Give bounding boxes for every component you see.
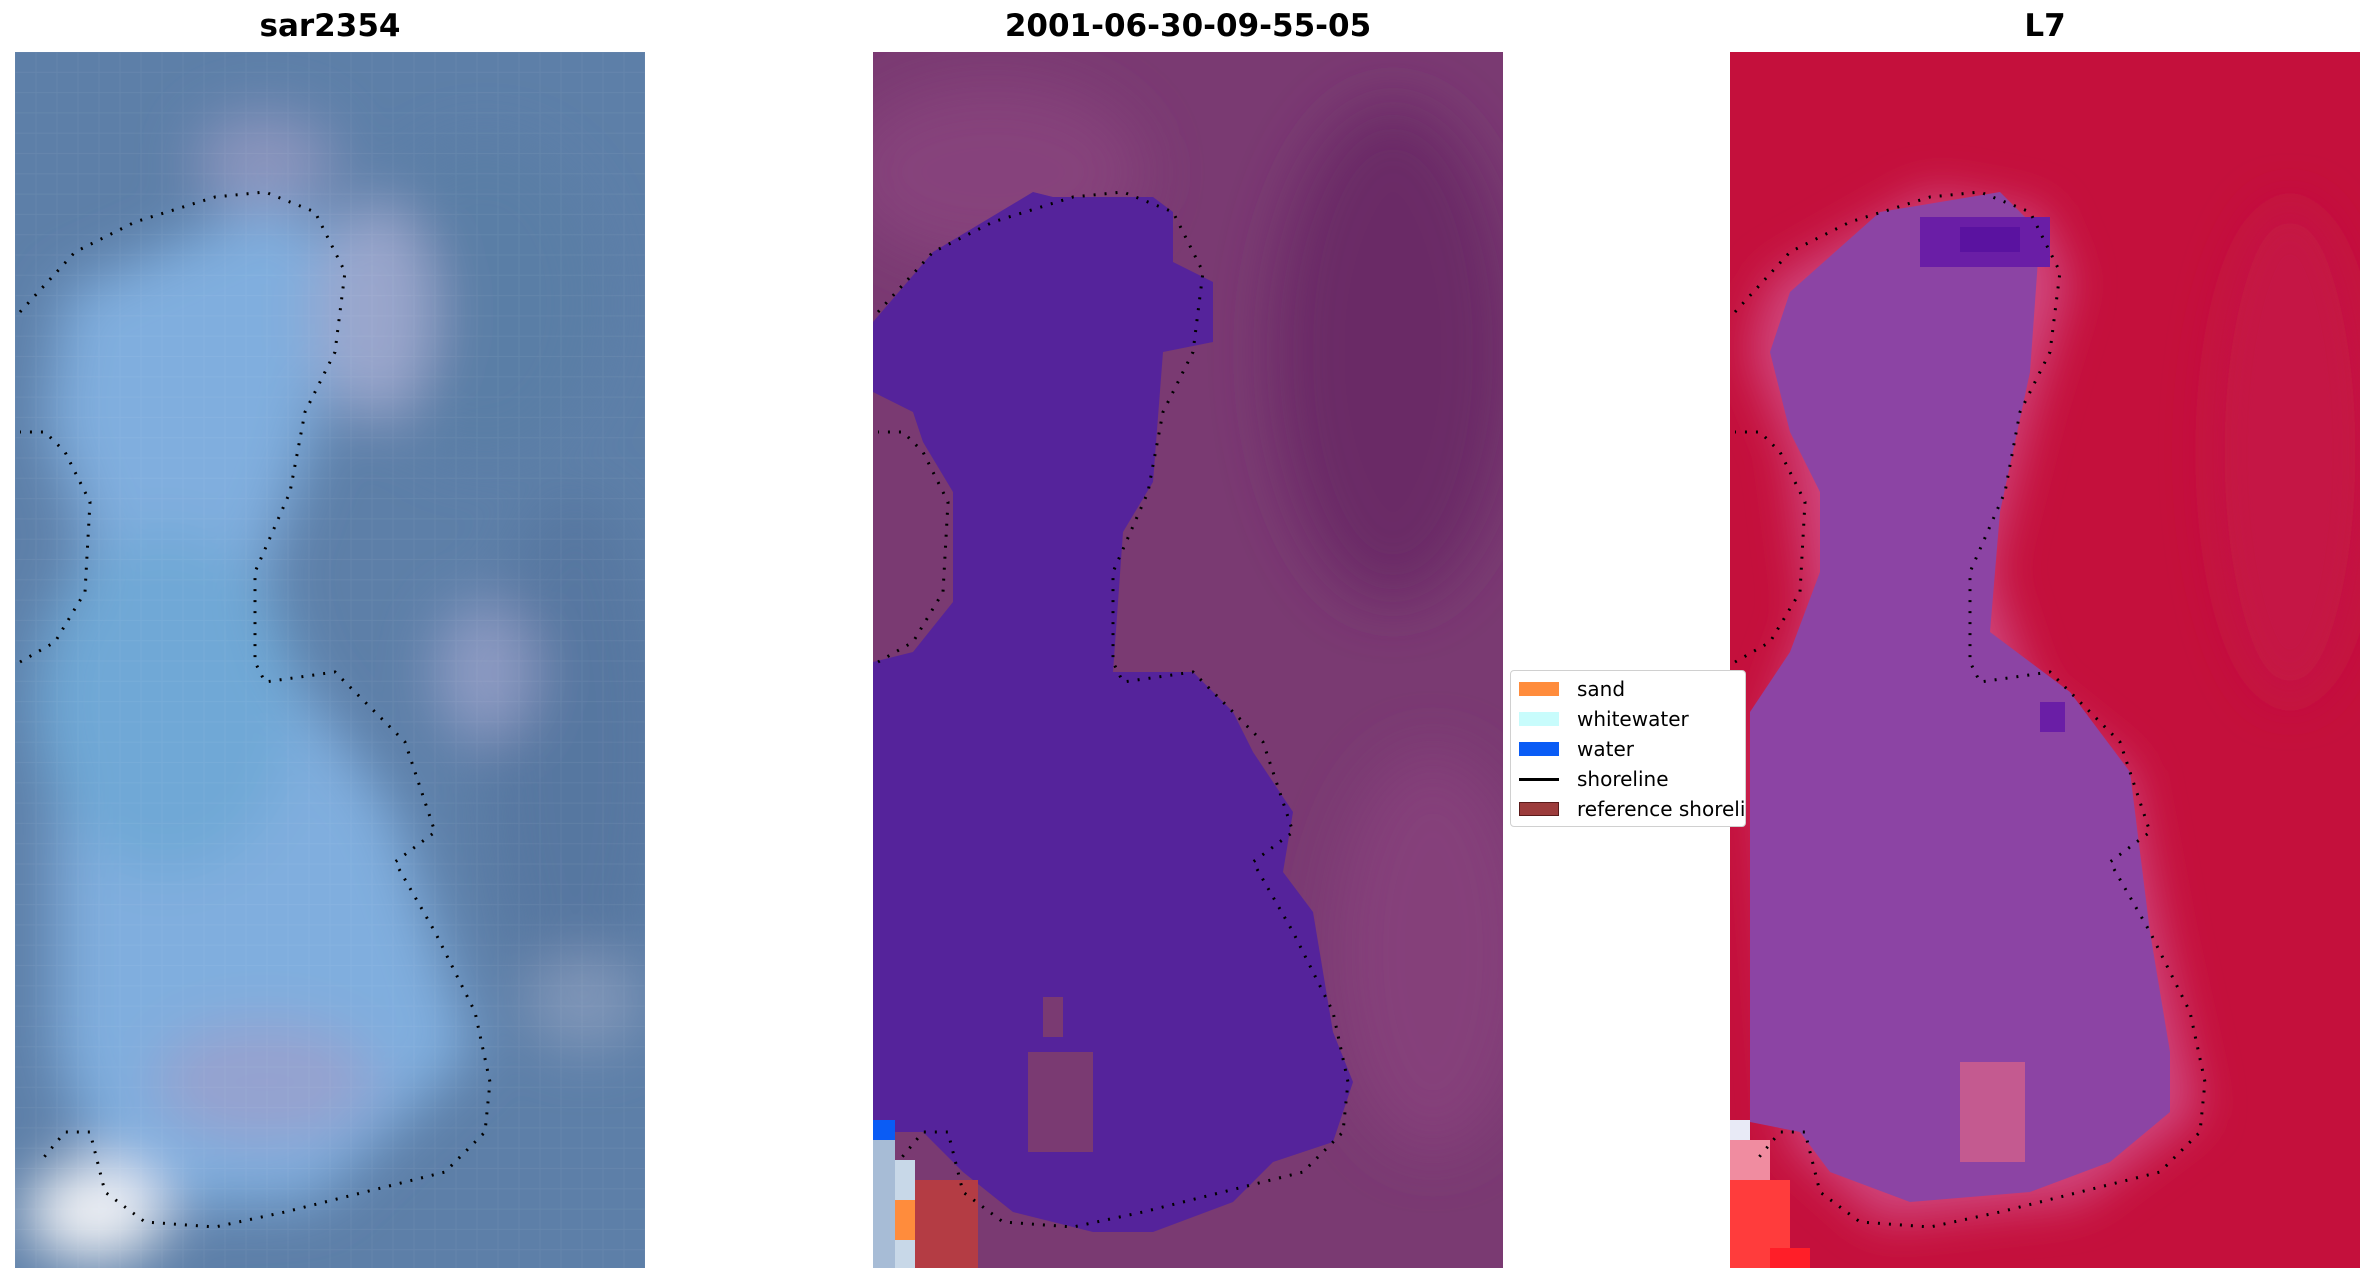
land-patch-ndwi xyxy=(1960,1062,2025,1162)
land-patch xyxy=(1028,1052,1093,1152)
panel-title-ndwi: L7 xyxy=(2024,8,2066,44)
legend-item-shoreline: shoreline xyxy=(1519,767,1669,791)
legend-label: shoreline xyxy=(1577,767,1669,791)
legend-label: whitewater xyxy=(1577,707,1689,731)
panel-title-rgb: sar2354 xyxy=(259,8,401,44)
ndwi-panel xyxy=(1730,52,2360,1268)
legend-item-whitewater: whitewater xyxy=(1519,707,1689,731)
water-pixel xyxy=(873,1120,895,1140)
land-patch-small xyxy=(1043,997,1063,1037)
shoreline-line-swatch xyxy=(1519,777,1559,781)
reference-shoreline-swatch xyxy=(1519,802,1559,816)
legend-item-reference-shoreline: reference shoreline xyxy=(1519,797,1746,821)
shoreline-rgb xyxy=(18,190,492,1229)
legend-item-water: water xyxy=(1519,737,1634,761)
legend-label: reference shoreline xyxy=(1577,797,1746,821)
rgb-image-panel xyxy=(15,52,645,1268)
classification-panel xyxy=(873,52,1503,1268)
shoreline-ndwi xyxy=(1733,190,2207,1229)
legend-item-sand: sand xyxy=(1519,677,1626,701)
water-class-region xyxy=(873,192,1353,1232)
whitewater-swatch xyxy=(1519,712,1559,726)
shoreline-classification xyxy=(876,190,1350,1229)
water-index-region xyxy=(1750,192,2170,1202)
water-swatch xyxy=(1519,742,1559,756)
panel-title-classification: 2001-06-30-09-55-05 xyxy=(1004,8,1372,44)
reference-shoreline-pixels xyxy=(915,1180,978,1268)
legend-label: water xyxy=(1577,737,1634,761)
legend-label: sand xyxy=(1577,677,1626,701)
legend: sand whitewater water shoreline referenc… xyxy=(1510,670,1746,827)
sand-swatch xyxy=(1519,682,1559,696)
